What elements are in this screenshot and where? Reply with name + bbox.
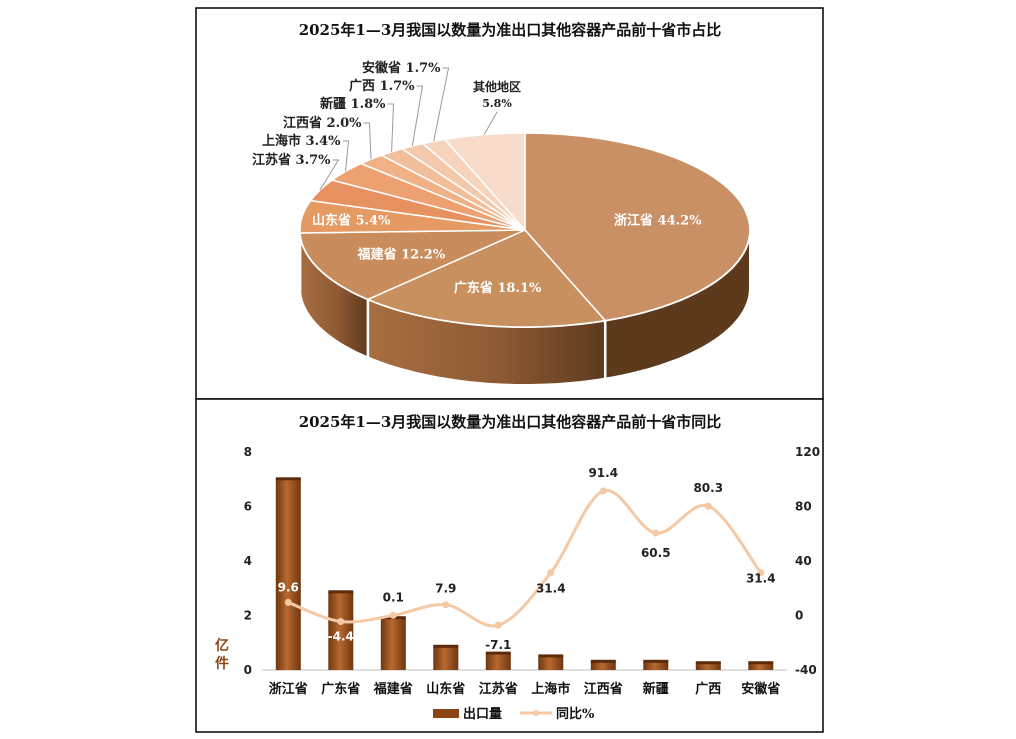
yoy-point-浙江省	[284, 598, 292, 606]
bar-cap	[538, 654, 564, 658]
x-tick-label: 广西	[695, 681, 721, 697]
y-tick-label: 6	[244, 500, 252, 514]
pie-label-安徽省: 安徽省 1.7%	[362, 60, 441, 76]
yoy-data-label: 31.4	[536, 582, 566, 596]
combo-data-labels: 9.6 -4.4 0.1 7.9 -7.1 31.4 91.4 60.5 80.3 31.4	[278, 466, 776, 652]
bar-江苏省	[485, 653, 511, 670]
pie-label-其他地区: 其他地区	[473, 79, 521, 94]
pie-slices	[299, 132, 751, 328]
y2-tick-label: 120	[795, 445, 820, 459]
bar-广西	[695, 663, 721, 670]
bar-cap	[485, 651, 511, 655]
yoy-point-江西省	[599, 487, 607, 495]
yoy-point-广东省	[337, 617, 345, 625]
yoy-data-label: -4.4	[328, 629, 354, 643]
yoy-data-label: 80.3	[693, 481, 723, 495]
bar-新疆	[643, 661, 669, 670]
pie-leader-line	[342, 140, 350, 172]
x-tick-label: 上海市	[531, 681, 570, 697]
pie-sublabel-其他地区: 5.8%	[482, 97, 512, 110]
pie-leader-line	[433, 67, 450, 142]
pie-labels: 浙江省 44.2% 广东省 18.1% 福建省 12.2% 山东省 5.4% 江苏省 3…	[252, 60, 702, 296]
x-tick-label: 福建省	[373, 681, 413, 697]
legend-label-yoy: 同比%	[556, 706, 595, 722]
y-tick-label: 4	[244, 554, 252, 568]
pie-label-福建省: 福建省 12.2%	[357, 246, 446, 262]
x-tick-label: 浙江省	[269, 681, 308, 697]
bar-安徽省	[748, 663, 774, 670]
yoy-data-label: -7.1	[485, 638, 511, 652]
y2-tick-label: 0	[795, 609, 803, 623]
y-tick-label: 8	[244, 445, 252, 459]
legend-swatch-export	[433, 709, 459, 718]
bar-福建省	[380, 618, 406, 670]
pie-3d-sides	[298, 229, 751, 386]
bar-浙江省	[275, 479, 301, 671]
bar-cap	[328, 590, 354, 594]
pie-leader-line	[319, 159, 340, 191]
yoy-line	[287, 489, 762, 628]
x-tick-label: 安徽省	[741, 681, 780, 697]
pie-label-江苏省: 江苏省 3.7%	[252, 152, 331, 168]
pie-leader-line	[411, 85, 424, 147]
pie-slice-广东省	[366, 229, 607, 328]
yoy-data-label: 0.1	[383, 590, 404, 604]
y-tick-label: 2	[244, 609, 252, 623]
yoy-data-label: 7.9	[435, 582, 456, 596]
pie-leader-line	[363, 122, 372, 160]
y2-tick-label: -40	[795, 663, 817, 677]
combo-bars	[275, 477, 774, 671]
pie-label-江西省: 江西省 2.0%	[283, 115, 362, 131]
pie-label-上海市: 上海市 3.4%	[262, 133, 341, 149]
legend-marker-yoy	[533, 710, 539, 716]
bar-cap	[433, 644, 459, 648]
yoy-point-安徽省	[757, 569, 765, 577]
yoy-data-label: 91.4	[588, 466, 618, 480]
pie-chart-title: 2025年1—3月我国以数量为准出口其他容器产品前十省市占比	[299, 21, 722, 39]
yoy-data-label: 60.5	[641, 546, 671, 560]
bar-cap	[275, 477, 301, 481]
pie-label-新疆: 新疆 1.8%	[320, 96, 386, 112]
bar-上海市	[538, 656, 564, 670]
bar-江西省	[590, 661, 616, 670]
yoy-point-江苏省	[494, 621, 502, 629]
y2-tick-label: 40	[795, 554, 812, 568]
pie-leader-line	[483, 111, 498, 135]
x-tick-label: 新疆	[643, 681, 669, 697]
bar-cap	[590, 659, 616, 663]
combo-line	[284, 487, 765, 629]
bar-cap	[695, 661, 721, 665]
yoy-point-广西	[704, 502, 712, 510]
x-tick-label: 广东省	[321, 681, 360, 697]
x-tick-label: 江苏省	[479, 681, 518, 697]
yoy-point-上海市	[547, 569, 555, 577]
bar-cap	[748, 661, 774, 665]
legend: 出口量 同比%	[433, 706, 595, 722]
yoy-point-新疆	[652, 529, 660, 537]
bar-cap	[643, 659, 669, 663]
x-tick-label: 江西省	[584, 681, 623, 697]
legend-label-export: 出口量	[463, 706, 502, 722]
bar-山东省	[433, 646, 459, 670]
yoy-data-label: 31.4	[746, 572, 776, 586]
pie-slice-浙江省	[524, 132, 751, 322]
y-axis-unit-label: 亿 件	[215, 637, 234, 672]
pie-label-广西: 广西 1.7%	[349, 78, 415, 94]
pie-label-浙江省: 浙江省 44.2%	[614, 213, 702, 229]
pie-slice-福建省	[299, 229, 526, 301]
y2-tick-label: 80	[795, 500, 812, 514]
pie-label-广东省: 广东省 18.1%	[454, 280, 542, 296]
yoy-point-山东省	[442, 601, 450, 609]
x-tick-label: 山东省	[426, 681, 465, 697]
bar-广东省	[328, 592, 354, 670]
pie-leader-line	[387, 103, 395, 152]
combo-chart-title: 2025年1—3月我国以数量为准出口其他容器产品前十省市同比	[299, 413, 722, 431]
yoy-data-label: 9.6	[278, 580, 299, 594]
yoy-point-福建省	[389, 611, 397, 619]
pie-label-山东省: 山东省 5.4%	[312, 213, 391, 229]
y-tick-label: 0	[244, 663, 252, 677]
pie-slice-其他地区	[443, 132, 526, 232]
